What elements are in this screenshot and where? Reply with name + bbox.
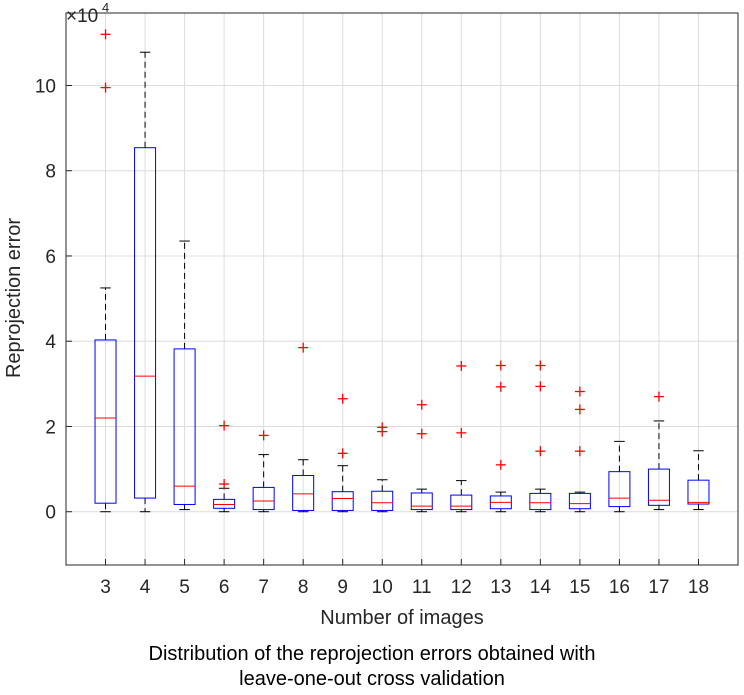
x-tick-label: 8	[298, 577, 309, 598]
outlier-marker	[416, 428, 427, 439]
box-13	[489, 360, 512, 513]
y-tick-label: 10	[35, 76, 56, 97]
box-12	[450, 360, 473, 513]
box-4	[134, 51, 157, 513]
outlier-marker	[219, 420, 230, 431]
outlier-marker	[298, 342, 309, 353]
outlier-marker	[416, 399, 427, 410]
box-17	[647, 391, 670, 511]
outlier-marker	[337, 393, 348, 404]
box-3	[94, 29, 117, 513]
box-10	[371, 422, 394, 513]
box-9	[331, 393, 354, 513]
outlier-marker	[574, 404, 585, 415]
outlier-marker	[574, 446, 585, 457]
box-5	[173, 240, 196, 511]
x-tick-label: 5	[179, 577, 190, 598]
outlier-marker	[535, 381, 546, 392]
boxes-layer	[94, 29, 710, 513]
box-iqr	[608, 471, 631, 508]
y-exponent-power: 4	[102, 0, 109, 15]
ticks-layer: 0 2 4 6 8 10 3 4 5 6 7 8 9 10 11 12 13 14 15 16 17 18	[35, 76, 709, 598]
outlier-marker	[535, 446, 546, 457]
caption-line-1: Distribution of the reprojection errors …	[148, 643, 596, 665]
x-tick-label: 3	[100, 577, 111, 598]
x-tick-label: 7	[258, 577, 269, 598]
x-tick-label: 4	[140, 577, 151, 598]
y-exponent-base: ×10	[66, 6, 98, 27]
y-tick-label: 4	[45, 332, 56, 353]
outlier-marker	[653, 391, 664, 402]
box-iqr	[687, 479, 710, 505]
outlier-marker	[495, 360, 506, 371]
box-iqr	[450, 494, 473, 511]
box-8	[292, 342, 315, 513]
box-iqr	[647, 468, 670, 506]
box-16	[608, 440, 631, 513]
outlier-marker	[100, 82, 111, 93]
box-iqr	[213, 498, 236, 509]
outlier-marker	[219, 479, 230, 490]
box-14	[529, 360, 552, 513]
y-tick-label: 8	[45, 162, 56, 183]
outlier-marker	[100, 29, 111, 40]
box-11	[410, 399, 433, 513]
y-axis-label: Reprojection error	[3, 218, 25, 378]
box-iqr	[371, 490, 394, 511]
outlier-marker	[574, 386, 585, 397]
box-iqr	[134, 147, 157, 499]
box-plot-chart: 0 2 4 6 8 10 3 4 5 6 7 8 9 10 11 12 13 14 15 16 17 18 ×10 4 N…	[3, 0, 739, 629]
x-tick-label: 13	[490, 577, 511, 598]
x-tick-label: 6	[219, 577, 230, 598]
x-axis-label: Number of images	[320, 607, 483, 629]
x-tick-label: 15	[569, 577, 590, 598]
plot-area-background	[66, 13, 738, 565]
x-tick-label: 10	[372, 577, 393, 598]
outlier-marker	[456, 427, 467, 438]
box-iqr	[252, 486, 275, 511]
y-tick-label: 6	[45, 247, 56, 268]
outlier-marker	[456, 360, 467, 371]
outlier-marker	[258, 430, 269, 441]
box-15	[568, 386, 591, 513]
outlier-marker	[495, 459, 506, 470]
plot-frame	[65, 12, 739, 566]
outlier-marker	[495, 381, 506, 392]
box-18	[687, 450, 710, 511]
box-iqr	[410, 492, 433, 511]
x-tick-label: 11	[412, 577, 432, 598]
box-7	[252, 430, 275, 513]
box-iqr	[331, 491, 354, 511]
box-iqr	[173, 348, 196, 505]
x-tick-label: 17	[648, 577, 669, 598]
x-tick-label: 18	[688, 577, 709, 598]
caption-line-2: leave-one-out cross validation	[239, 668, 505, 690]
x-tick-label: 16	[609, 577, 630, 598]
box-iqr	[529, 492, 552, 511]
outlier-marker	[377, 422, 388, 433]
box-6	[213, 420, 236, 513]
x-tick-label: 12	[451, 577, 472, 598]
y-tick-label: 0	[45, 503, 56, 524]
x-tick-label: 9	[337, 577, 348, 598]
box-iqr	[94, 339, 117, 504]
box-iqr	[568, 492, 591, 510]
outlier-marker	[535, 360, 546, 371]
box-iqr	[292, 474, 315, 511]
outlier-marker	[337, 448, 348, 459]
grid-lines	[66, 13, 738, 565]
x-tick-label: 14	[530, 577, 552, 598]
y-tick-label: 2	[45, 417, 56, 438]
